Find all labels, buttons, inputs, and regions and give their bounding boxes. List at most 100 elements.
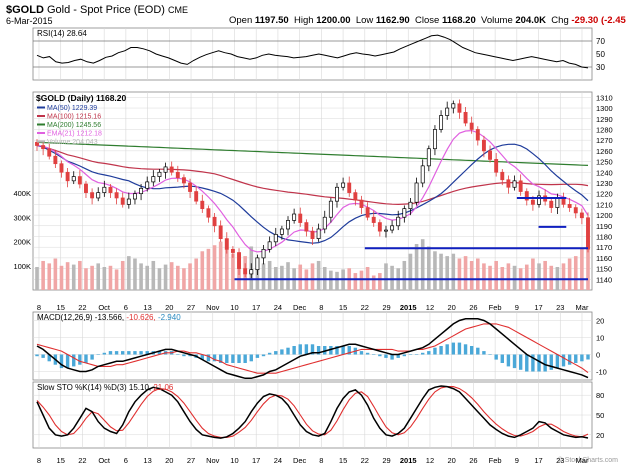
volume-bar [488, 265, 492, 290]
candle-body [71, 176, 76, 182]
stoch-x-tick-label: 6 [124, 456, 128, 465]
macd-histogram-bar [316, 346, 321, 355]
candle-body [163, 166, 168, 173]
candle-body [328, 200, 333, 218]
volume-bar [200, 251, 205, 290]
volume-bar [433, 251, 437, 290]
macd-histogram-bar [206, 354, 211, 362]
candle-body [463, 111, 468, 124]
stoch-x-tick-label: 9 [515, 456, 519, 465]
volume-bar [469, 260, 474, 290]
volume-bar [427, 246, 431, 290]
candle-body [432, 129, 437, 150]
macd-histogram-bar [347, 346, 351, 355]
macd-histogram-bar [414, 354, 419, 355]
price-x-tick-label: 29 [382, 303, 390, 312]
candle-body [579, 212, 584, 219]
volume-bar [157, 268, 162, 290]
change-value: -29.30 (-2.45%) [571, 15, 626, 26]
macd-y-tick-label: 10 [596, 334, 604, 343]
volume-bar [108, 265, 113, 290]
volume-bar [90, 265, 94, 290]
macd-histogram-bar [108, 351, 113, 355]
macd-histogram-bar [482, 351, 486, 355]
candle-body [488, 150, 492, 160]
price-y-tick-label: 1210 [596, 200, 613, 209]
candle-body [267, 241, 272, 250]
macd-histogram-bar [90, 354, 94, 360]
candle-body [145, 181, 150, 189]
rsi-y-tick-label: 30 [596, 63, 605, 72]
candle-body [41, 145, 46, 150]
macd-histogram-bar [543, 354, 547, 372]
candle-body [139, 187, 144, 195]
candle-body [573, 207, 578, 214]
macd-histogram-bar [408, 354, 413, 355]
macd-histogram-bar [445, 344, 449, 355]
macd-histogram-bar [59, 354, 64, 369]
volume-bar [476, 258, 480, 290]
macd-histogram-bar [78, 354, 82, 365]
volume-bar [378, 273, 382, 290]
candle-body [273, 233, 278, 243]
volume-bar [463, 256, 468, 290]
volume-bar [47, 263, 52, 290]
price-y-tick-label: 1160 [596, 254, 612, 263]
candle-body [384, 229, 388, 232]
price-y-tick-label: 1300 [596, 104, 613, 113]
ticker: $GOLD [6, 4, 44, 16]
volume-bar [84, 268, 88, 290]
volume-bar [524, 264, 529, 290]
volume-bar [580, 248, 584, 290]
stoch-x-tick-label: 8 [37, 456, 41, 465]
macd-histogram-bar [525, 354, 529, 372]
volume-bar [298, 264, 303, 290]
macd-histogram-bar [421, 352, 425, 355]
candle-body [341, 182, 346, 188]
candle-body [414, 182, 419, 203]
volume-bar [439, 253, 443, 290]
candle-body [347, 182, 352, 193]
volume-bar [531, 258, 535, 290]
candle-body [169, 166, 174, 173]
macd-histogram-bar [200, 354, 204, 360]
price-x-tick-label: 15 [339, 303, 347, 312]
volume-bar [414, 244, 419, 290]
volume-bar [169, 262, 174, 290]
candle-body [537, 195, 541, 205]
price-y-tick-label: 1260 [596, 147, 613, 156]
macd-y-tick-label: 0 [596, 351, 600, 360]
macd-histogram-bar [494, 354, 498, 360]
macd-histogram-bar [47, 354, 51, 362]
candle-body [396, 216, 401, 227]
volume-bar [59, 265, 64, 290]
volume-bar [445, 256, 449, 290]
macd-histogram-bar [402, 354, 407, 357]
stoch-x-tick-label: 22 [78, 456, 86, 465]
macd-histogram-bar [329, 346, 333, 355]
ohlc-readout: Open 1197.50 High 1200.00 Low 1162.90 Cl… [229, 15, 626, 26]
volume-bar [286, 262, 290, 290]
price-y-tick-label: 1190 [596, 222, 612, 231]
macd-histogram-bar [488, 354, 492, 355]
candle-body [292, 213, 297, 221]
legend-label: MA(100) 1215.16 [47, 114, 101, 121]
volume-bar [120, 260, 125, 290]
macd-histogram-bar [574, 354, 578, 363]
candle-body [402, 208, 407, 218]
macd-value: -2.940 [158, 313, 181, 322]
candle-body [518, 180, 523, 192]
candle-body [206, 208, 211, 218]
volume-bar [145, 265, 149, 290]
stoch-x-tick-label: 10 [230, 456, 238, 465]
macd-histogram-bar [341, 346, 345, 355]
candle-body [353, 192, 358, 201]
candle-body [475, 129, 480, 141]
watermark: © StockCharts.com [557, 457, 618, 464]
price-x-tick-label: 15 [57, 303, 65, 312]
candle-body [194, 191, 199, 202]
volume-bar [151, 260, 156, 290]
macd-histogram-bar [310, 344, 315, 355]
candle-body [365, 207, 370, 218]
